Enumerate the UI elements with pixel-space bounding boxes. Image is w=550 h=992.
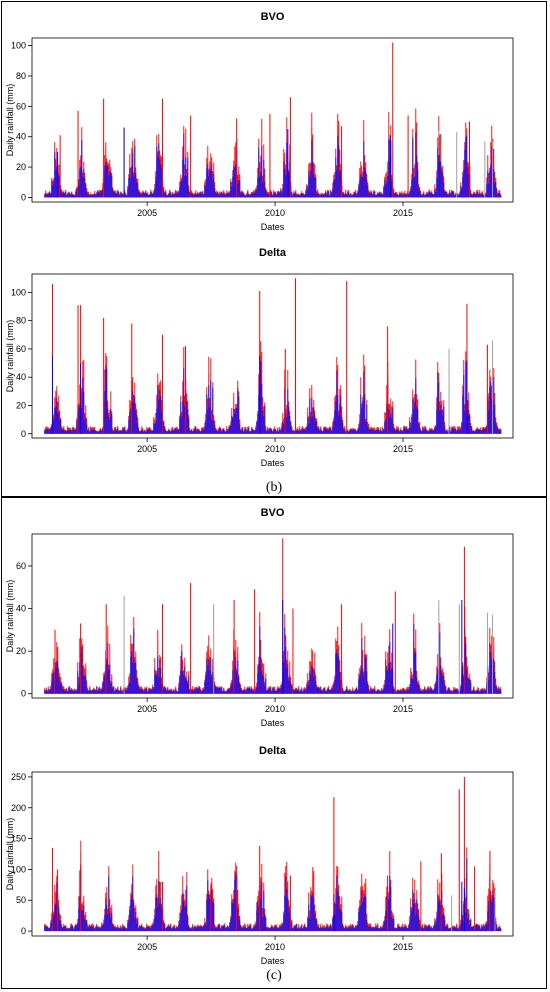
plot-frame [31,37,514,203]
chart-bvo-b: BVO Dates Daily rainfall (mm) 0 20 40 60 80 100 2… [5,11,514,232]
y-tick-label: 100 [11,41,26,51]
x-tick-label: 2015 [393,444,413,454]
y-axis-label: Daily rainfall (mm) [5,580,15,653]
x-tick-label: 2015 [393,208,413,218]
y-tick-label: 80 [16,71,26,81]
y-tick-label: 40 [16,372,26,382]
plot-frame [31,533,514,699]
y-tick-label: 20 [16,646,26,656]
chart-title: Delta [259,247,287,259]
rainfall-series [44,776,502,932]
y-axis-label: Daily rainfall (mm) [5,818,15,891]
y-tick-label: 60 [16,561,26,571]
x-tick-label: 2010 [265,208,285,218]
x-tick-label: 2010 [265,704,285,714]
panel-b: BVO Dates Daily rainfall (mm) 0 20 40 60 80 100 2… [1,1,547,497]
rainfall-series [44,278,502,434]
y-tick-label: 40 [16,604,26,614]
chart-title: Delta [259,745,287,757]
y-tick-label: 20 [16,162,26,172]
y-tick-label: 100 [11,287,26,297]
y-tick-label: 0 [21,429,26,439]
x-axis-label: Dates [261,718,285,728]
panel-label-b: (b) [265,480,283,495]
y-tick-label: 80 [16,316,26,326]
y-tick-label: 0 [21,689,26,699]
x-tick-label: 2005 [137,444,157,454]
x-tick-label: 2005 [137,704,157,714]
chart-bvo-c: BVO Dates Daily rainfall (mm) 0 20 40 60 2005 20… [5,507,514,728]
y-axis-label: Daily rainfall (mm) [5,320,15,393]
chart-title: BVO [261,11,285,23]
x-axis-label: Dates [261,458,285,468]
x-tick-label: 2015 [393,704,413,714]
x-tick-label: 2010 [265,444,285,454]
y-tick-label: 40 [16,132,26,142]
x-axis-label: Dates [261,222,285,232]
chart-title: BVO [261,507,285,519]
plot-frame [31,273,514,439]
y-tick-label: 0 [21,192,26,202]
y-axis-label: Daily rainfall (mm) [5,84,15,157]
y-tick-label: 60 [16,101,26,111]
x-axis-label: Dates [261,956,285,966]
chart-delta-b: Delta Dates Daily rainfall (mm) 0 20 40 60 80 10… [5,247,514,468]
y-tick-label: 20 [16,400,26,410]
panel-c: BVO Dates Daily rainfall (mm) 0 20 40 60 2005 20… [1,497,547,989]
rainfall-series [44,538,502,694]
rainfall-series [44,42,502,198]
x-tick-label: 2005 [137,208,157,218]
y-tick-label: 60 [16,344,26,354]
